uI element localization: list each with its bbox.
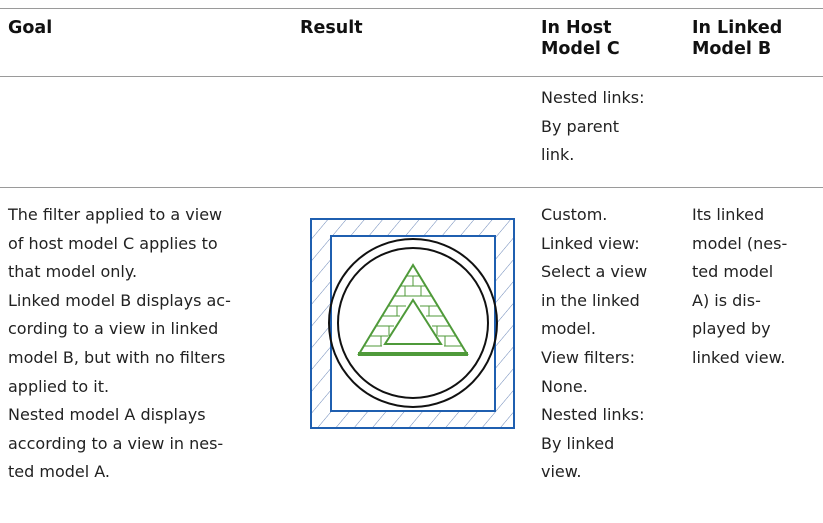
cell-line: in the linked	[541, 290, 640, 310]
cell-line: played by	[692, 319, 771, 339]
cell-line: link.	[541, 145, 575, 165]
cell-line: Select a view	[541, 262, 648, 282]
row-rule	[0, 187, 823, 188]
cell-line: model B, but with no filters	[8, 348, 226, 367]
cell-line: By linked	[541, 433, 615, 453]
cell-line: Its linked	[692, 205, 765, 224]
cell-line: Nested links:	[541, 88, 645, 107]
header-cell: Result	[300, 18, 363, 38]
cell-line: that model only.	[8, 262, 138, 282]
cell-line: None.	[541, 376, 588, 396]
cell-line: view.	[541, 462, 582, 482]
header-cell: Model B	[692, 39, 772, 59]
cell-line: Nested model A displays	[8, 405, 206, 425]
cell-line: model.	[541, 319, 596, 339]
cell-line: ted model A.	[8, 462, 111, 482]
cell-line: of host model C applies to	[8, 233, 218, 253]
cell-line: View filters:	[541, 348, 635, 367]
header-rule	[0, 76, 823, 77]
cell-line: linked view.	[692, 348, 786, 367]
cell-line: applied to it.	[8, 376, 110, 396]
header-cell: Goal	[8, 18, 53, 38]
cell-line: A) is dis-	[692, 290, 761, 310]
cell-line: The filter applied to a view	[8, 205, 223, 224]
cell-line: Linked model B displays ac-	[8, 290, 231, 310]
header-cell: In Linked	[692, 18, 783, 38]
triangle	[357, 263, 469, 356]
inner-circle	[337, 247, 489, 399]
header-cell: In Host	[541, 18, 612, 38]
cell-line: Nested links:	[541, 405, 645, 425]
cell-line: according to a view in nes-	[8, 433, 224, 453]
outer-square	[310, 218, 515, 429]
cell-line: ted model	[692, 262, 774, 282]
header-cell: Model C	[541, 39, 620, 59]
outer-circle	[328, 238, 498, 408]
cell-line: Linked view:	[541, 233, 640, 253]
cell-line: Custom.	[541, 205, 608, 224]
cell-line: model (nes-	[692, 233, 788, 253]
cell-line: cording to a view in linked	[8, 319, 219, 339]
top-rule	[0, 8, 823, 9]
cell-line: By parent	[541, 116, 619, 136]
